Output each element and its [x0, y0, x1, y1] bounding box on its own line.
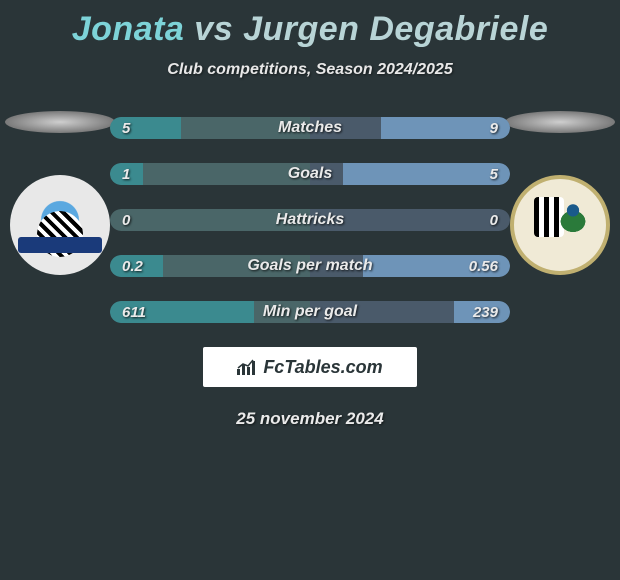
page-title: Jonata vs Jurgen Degabriele: [0, 0, 620, 49]
player1-column: [0, 111, 120, 275]
subtitle: Club competitions, Season 2024/2025: [0, 61, 620, 79]
stat-value-right: 9: [490, 120, 498, 137]
branding-badge: FcTables.com: [203, 347, 417, 387]
player1-club-crest: [10, 175, 110, 275]
stat-value-left: 5: [122, 120, 130, 137]
player2-column: [500, 111, 620, 275]
stat-value-right: 5: [490, 166, 498, 183]
player2-club-crest: [510, 175, 610, 275]
player2-avatar-placeholder: [505, 111, 615, 133]
comparison-area: 5 9 Matches 1 5 Goals 0 0 Hattricks 0.2 0.56 Goals …: [0, 117, 620, 323]
chart-icon: [237, 359, 257, 375]
date-text: 25 november 2024: [0, 409, 620, 429]
branding-text: FcTables.com: [263, 357, 382, 378]
player2-name: Jurgen Degabriele: [243, 10, 548, 48]
stat-bars: 5 9 Matches 1 5 Goals 0 0 Hattricks 0.2 0.56 Goals …: [110, 117, 510, 323]
stat-value-right: 0: [490, 212, 498, 229]
stat-value-right: 0.56: [469, 258, 498, 275]
vs-word: vs: [194, 10, 233, 48]
stat-row: 5 9 Matches: [110, 117, 510, 139]
stat-label: Goals per match: [247, 257, 372, 275]
stat-row: 0.2 0.56 Goals per match: [110, 255, 510, 277]
stat-value-left: 0: [122, 212, 130, 229]
stat-label: Hattricks: [276, 211, 344, 229]
stat-row: 1 5 Goals: [110, 163, 510, 185]
stat-value-left: 0.2: [122, 258, 143, 275]
stat-value-left: 1: [122, 166, 130, 183]
stat-label: Goals: [288, 165, 332, 183]
bar-fill-left: [110, 117, 181, 139]
player1-name: Jonata: [72, 10, 185, 48]
stat-label: Min per goal: [263, 303, 357, 321]
player1-avatar-placeholder: [5, 111, 115, 133]
bar-fill-right: [343, 163, 510, 185]
stat-value-left: 611: [122, 304, 146, 321]
stat-value-right: 239: [473, 304, 498, 321]
stat-row: 0 0 Hattricks: [110, 209, 510, 231]
stat-row: 611 239 Min per goal: [110, 301, 510, 323]
stat-label: Matches: [278, 119, 342, 137]
